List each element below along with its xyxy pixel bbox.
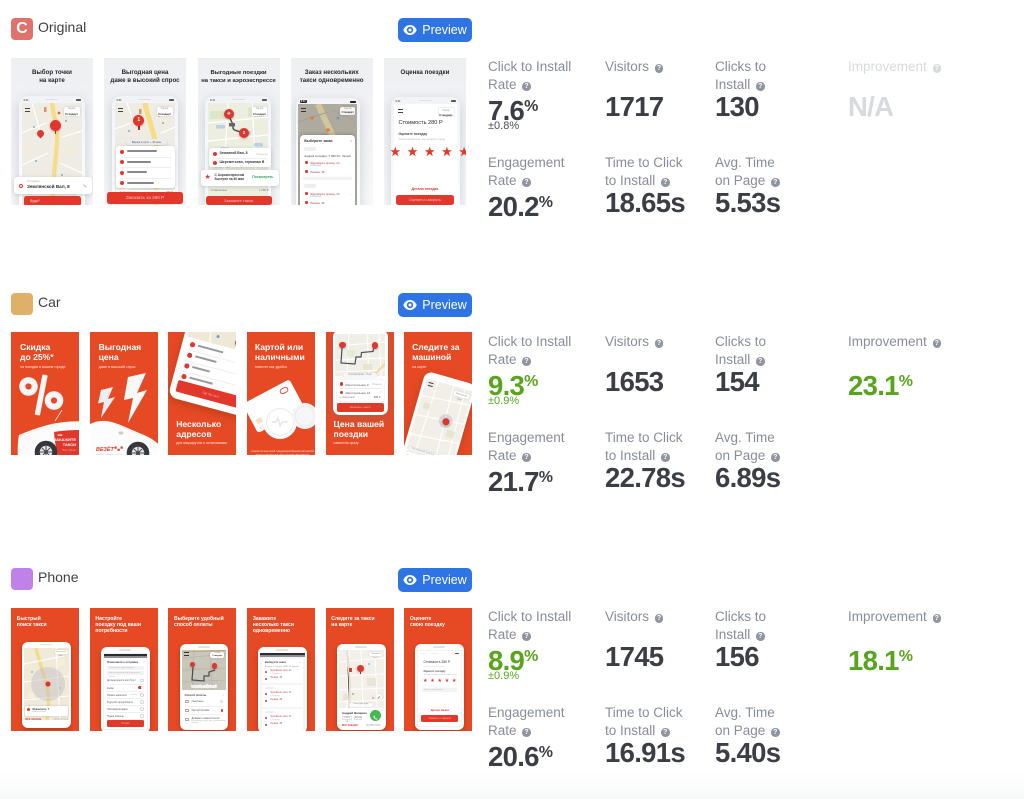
svg-text:*Без границ: *Без границ xyxy=(62,448,77,452)
svg-text:ЗАКАЖИТЕ: ЗАКАЖИТЕ xyxy=(54,437,77,442)
svg-text:Главное довезёт быстрее: Главное довезёт быстрее xyxy=(96,455,123,456)
svg-text:ВЕЗЁТ: ВЕЗЁТ xyxy=(96,446,114,453)
svg-text:предоставляется в двух городах: предоставляется в двух городах автопанел… xyxy=(256,454,310,456)
svg-text:Режим оплаты всей поддержкой б: Режим оплаты всей поддержкой банковской … xyxy=(251,449,314,453)
svg-text:ТАКСИ: ТАКСИ xyxy=(63,442,76,447)
